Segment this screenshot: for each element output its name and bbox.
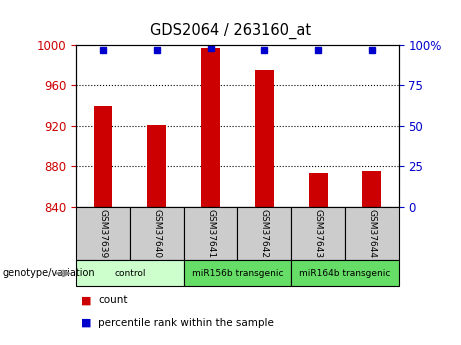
Text: GSM37644: GSM37644 <box>367 209 376 258</box>
Text: GSM37642: GSM37642 <box>260 209 269 258</box>
Text: GSM37643: GSM37643 <box>313 209 323 258</box>
Bar <box>94 106 112 207</box>
Bar <box>148 125 166 207</box>
Text: percentile rank within the sample: percentile rank within the sample <box>98 318 274 327</box>
Bar <box>309 172 327 207</box>
Text: genotype/variation: genotype/variation <box>2 268 95 278</box>
Text: GSM37641: GSM37641 <box>206 209 215 258</box>
Text: count: count <box>98 295 128 305</box>
Text: miR164b transgenic: miR164b transgenic <box>299 269 390 278</box>
Bar <box>201 48 220 207</box>
Bar <box>255 70 274 207</box>
Text: ■: ■ <box>81 295 91 305</box>
Text: GSM37640: GSM37640 <box>152 209 161 258</box>
Text: GSM37639: GSM37639 <box>99 209 107 258</box>
Text: GDS2064 / 263160_at: GDS2064 / 263160_at <box>150 22 311 39</box>
Text: ■: ■ <box>81 318 91 327</box>
Bar <box>362 170 381 207</box>
Text: control: control <box>114 269 146 278</box>
Text: miR156b transgenic: miR156b transgenic <box>192 269 283 278</box>
